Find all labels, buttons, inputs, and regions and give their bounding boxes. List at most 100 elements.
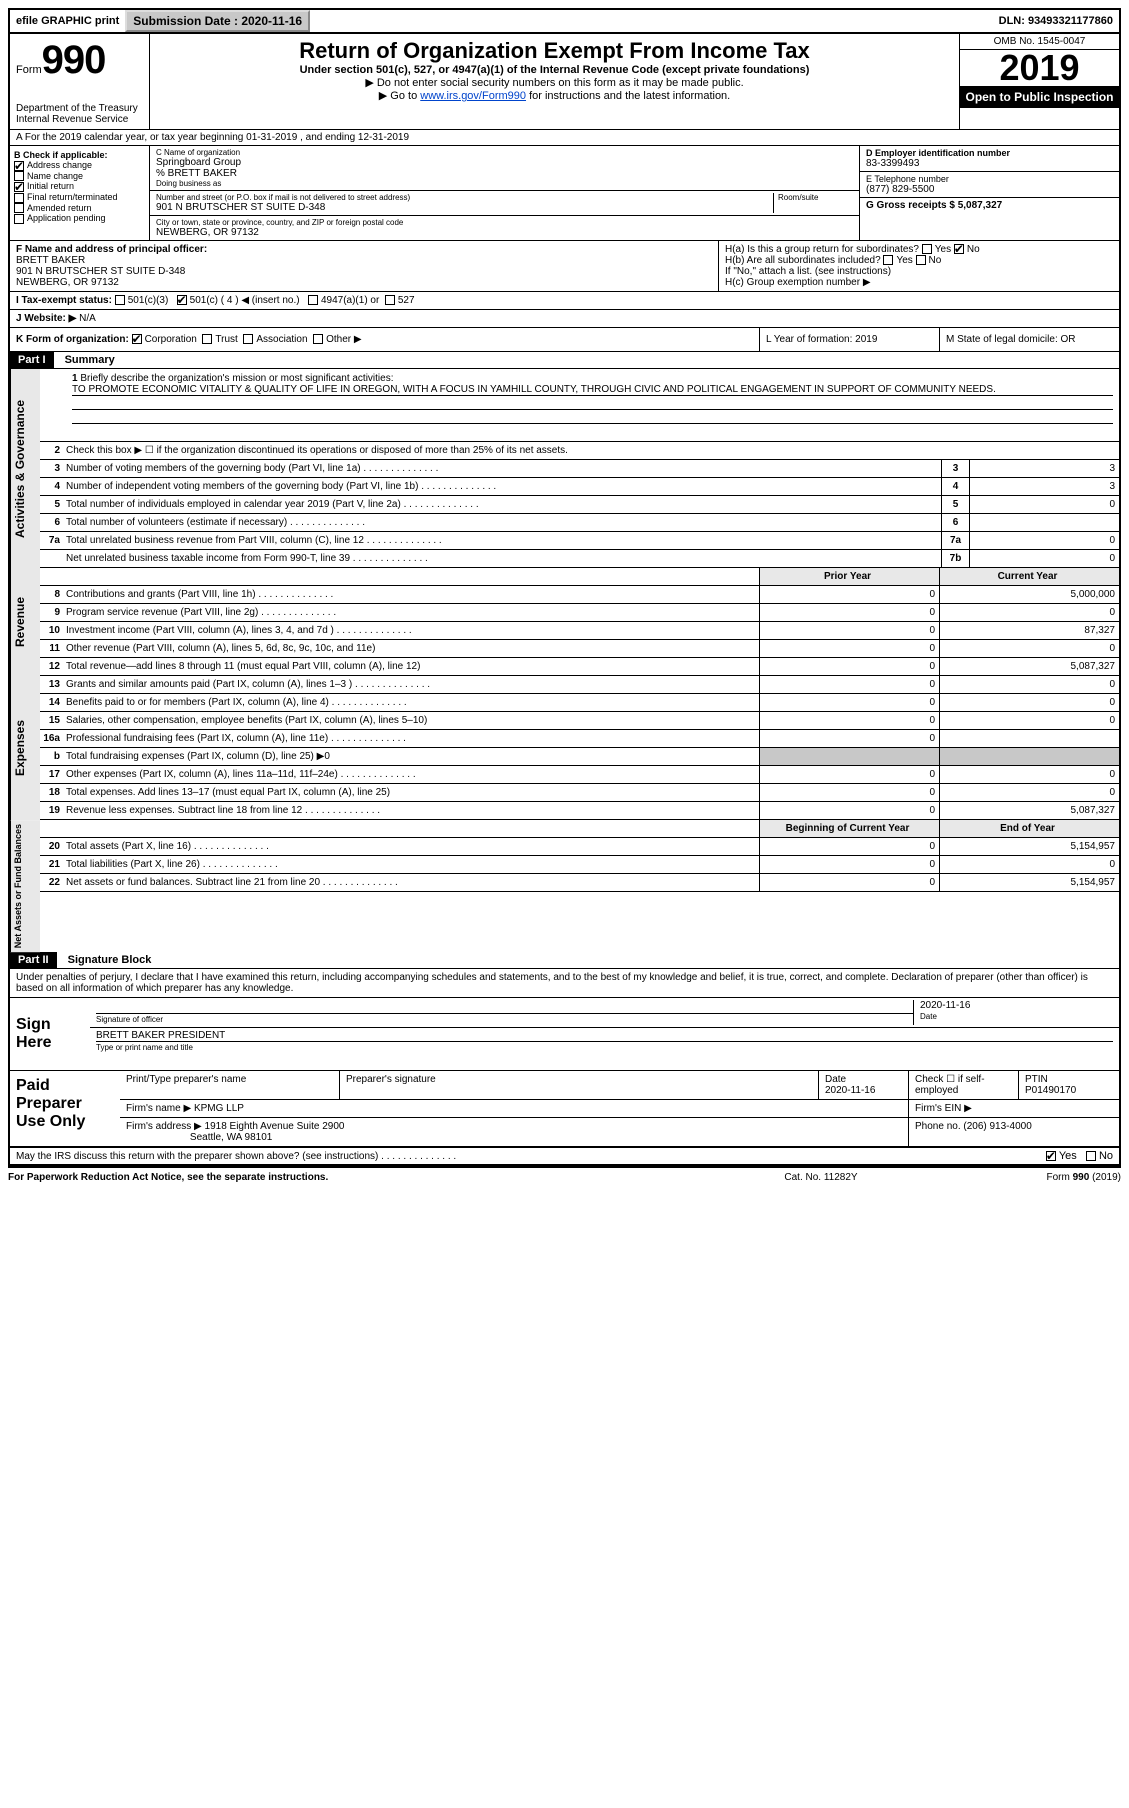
firm-name-label: Firm's name ▶: [126, 1103, 191, 1114]
irs-link[interactable]: www.irs.gov/Form990: [420, 90, 526, 102]
addr-label: Number and street (or P.O. box if mail i…: [156, 193, 773, 202]
form-note-1: ▶ Do not enter social security numbers o…: [156, 76, 953, 89]
officer-label: F Name and address of principal officer:: [16, 244, 712, 255]
part-1-title: Summary: [57, 354, 115, 366]
cb-corporation[interactable]: Corporation: [145, 334, 197, 345]
form-subtitle: Under section 501(c), 527, or 4947(a)(1)…: [156, 64, 953, 76]
preparer-row-1: Print/Type preparer's name Preparer's si…: [120, 1071, 1119, 1100]
preparer-label: Paid Preparer Use Only: [10, 1071, 120, 1146]
line-20: 20Total assets (Part X, line 16)05,154,9…: [40, 838, 1119, 856]
firm-addr1: 1918 Eighth Avenue Suite 2900: [205, 1121, 345, 1132]
website-label: J Website: ▶: [16, 313, 76, 324]
h-c: H(c) Group exemption number ▶: [725, 277, 1113, 288]
cb-name-change[interactable]: Name change: [14, 171, 145, 182]
page-footer: For Paperwork Reduction Act Notice, see …: [8, 1168, 1121, 1183]
prep-date-label: Date: [825, 1074, 846, 1085]
section-g: G Gross receipts $ 5,087,327: [860, 198, 1119, 213]
discuss-options: Yes No: [939, 1150, 1119, 1162]
line-2: 2Check this box ▶ ☐ if the organization …: [40, 442, 1119, 460]
footer-form: Form 990 (2019): [921, 1172, 1121, 1183]
revenue-header: Prior YearCurrent Year: [40, 568, 1119, 586]
row-j-website: J Website: ▶ N/A: [10, 310, 1119, 328]
note2-post: for instructions and the latest informat…: [526, 90, 730, 102]
side-governance: Activities & Governance: [10, 369, 40, 568]
mission-label: Briefly describe the organization's miss…: [80, 373, 393, 384]
h-a: H(a) Is this a group return for subordin…: [725, 244, 1113, 255]
line-4: 4Number of independent voting members of…: [40, 478, 1119, 496]
footer-catno: Cat. No. 11282Y: [721, 1172, 921, 1183]
line-5: 5Total number of individuals employed in…: [40, 496, 1119, 514]
section-f-h: F Name and address of principal officer:…: [10, 241, 1119, 292]
sign-date: 2020-11-16: [920, 1000, 1113, 1011]
section-e: E Telephone number (877) 829-5500: [860, 172, 1119, 198]
city-cell: City or town, state or province, country…: [150, 216, 859, 240]
cb-trust[interactable]: Trust: [215, 334, 237, 345]
cb-association[interactable]: Association: [256, 334, 307, 345]
part-2-title: Signature Block: [60, 954, 152, 966]
cb-address-change[interactable]: Address change: [14, 160, 145, 171]
line-9: 9Program service revenue (Part VIII, lin…: [40, 604, 1119, 622]
cb-pending[interactable]: Application pending: [14, 213, 145, 224]
dept-treasury: Department of the Treasury: [16, 103, 143, 114]
expenses-lines: 13Grants and similar amounts paid (Part …: [40, 676, 1119, 820]
cb-4947[interactable]: 4947(a)(1) or: [321, 295, 379, 306]
cb-amended[interactable]: Amended return: [14, 203, 145, 214]
firm-ein-label: Firm's EIN ▶: [909, 1100, 1119, 1117]
city-state-zip: NEWBERG, OR 97132: [156, 227, 853, 238]
revenue-lines: Prior YearCurrent Year 8Contributions an…: [40, 568, 1119, 676]
name-title-line: BRETT BAKER PRESIDENTType or print name …: [90, 1028, 1119, 1055]
city-label: City or town, state or province, country…: [156, 218, 853, 227]
row-a-tax-year: A For the 2019 calendar year, or tax yea…: [10, 130, 1119, 146]
sign-block: Sign Here Signature of officer 2020-11-1…: [10, 997, 1119, 1071]
top-bar: efile GRAPHIC print Submission Date : 20…: [8, 8, 1121, 34]
tax-year: 2019: [960, 50, 1119, 86]
discuss-line: May the IRS discuss this return with the…: [10, 1148, 1119, 1166]
prep-sig-label: Preparer's signature: [340, 1071, 819, 1099]
firm-addr2: Seattle, WA 98101: [190, 1132, 272, 1143]
preparer-row-3: Firm's address ▶ 1918 Eighth Avenue Suit…: [120, 1118, 1119, 1146]
firm-phone: Phone no. (206) 913-4000: [909, 1118, 1119, 1146]
form-number: 990: [42, 38, 106, 82]
ein-label: D Employer identification number: [866, 148, 1113, 158]
prep-self-employed: Check ☐ if self-employed: [909, 1071, 1019, 1099]
cb-501c3[interactable]: 501(c)(3): [128, 295, 169, 306]
governance-block: Activities & Governance 1 Briefly descri…: [10, 369, 1119, 568]
org-name-label: C Name of organization: [156, 148, 853, 157]
firm-name: KPMG LLP: [194, 1103, 244, 1114]
cb-final-return[interactable]: Final return/terminated: [14, 192, 145, 203]
cb-other[interactable]: Other ▶: [326, 334, 361, 345]
ptin-value: P01490170: [1025, 1085, 1076, 1096]
org-name: Springboard Group: [156, 157, 853, 168]
discuss-yes[interactable]: Yes: [1059, 1150, 1077, 1162]
discuss-no[interactable]: No: [1099, 1150, 1113, 1162]
section-h: H(a) Is this a group return for subordin…: [719, 241, 1119, 291]
expenses-block: Expenses 13Grants and similar amounts pa…: [10, 676, 1119, 820]
preparer-block: Paid Preparer Use Only Print/Type prepar…: [10, 1071, 1119, 1148]
section-b-label: B Check if applicable:: [14, 150, 145, 160]
submission-date-button[interactable]: Submission Date : 2020-11-16: [125, 10, 310, 32]
part-1-header: Part I Summary: [10, 352, 1119, 369]
top-bar-spacer: [310, 19, 993, 23]
header-right: OMB No. 1545-0047 2019 Open to Public In…: [959, 34, 1119, 129]
governance-lines: 1 Briefly describe the organization's mi…: [40, 369, 1119, 568]
section-l: L Year of formation: 2019: [759, 328, 939, 351]
part-2-badge: Part II: [10, 952, 57, 968]
line-6: 6Total number of volunteers (estimate if…: [40, 514, 1119, 532]
tax-status-label: I Tax-exempt status:: [16, 295, 112, 306]
open-to-public: Open to Public Inspection: [960, 86, 1119, 108]
cb-501c[interactable]: 501(c) ( 4 ) ◀ (insert no.): [190, 295, 300, 306]
line-7a: 7aTotal unrelated business revenue from …: [40, 532, 1119, 550]
ein-value: 83-3399493: [866, 158, 1113, 169]
line-14: 14Benefits paid to or for members (Part …: [40, 694, 1119, 712]
section-c: C Name of organization Springboard Group…: [150, 146, 859, 240]
part-2-header: Part II Signature Block: [10, 952, 1119, 969]
signature-label: Signature of officer: [96, 1015, 163, 1024]
cb-527[interactable]: 527: [398, 295, 415, 306]
ptin-label: PTIN: [1025, 1074, 1048, 1085]
website-value: N/A: [79, 313, 96, 324]
form-header: Form990 Department of the Treasury Inter…: [10, 34, 1119, 130]
header-left: Form990 Department of the Treasury Inter…: [10, 34, 150, 129]
cb-initial-return[interactable]: Initial return: [14, 181, 145, 192]
line-7b: Net unrelated business taxable income fr…: [40, 550, 1119, 568]
section-k: K Form of organization: Corporation Trus…: [10, 328, 759, 351]
